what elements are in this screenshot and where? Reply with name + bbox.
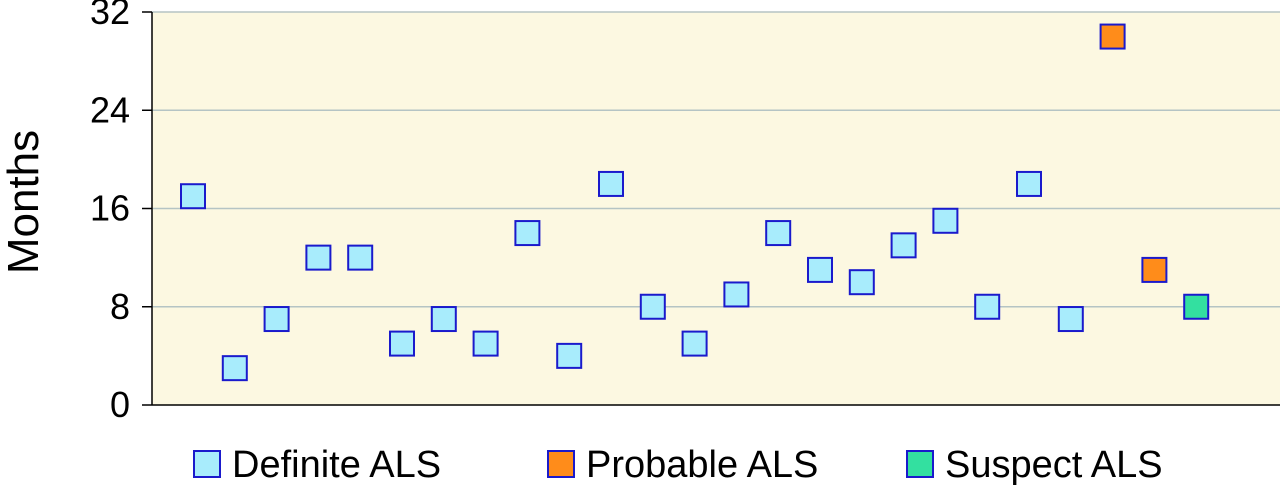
y-axis-title: Months	[0, 130, 48, 274]
data-point-series-2	[1141, 256, 1168, 283]
data-point-series-1	[472, 330, 499, 357]
data-point-series-1	[1057, 306, 1084, 333]
data-point-series-1	[556, 342, 583, 369]
data-point-series-1	[263, 306, 290, 333]
legend-label: Suspect ALS	[945, 444, 1163, 486]
gridlines	[152, 11, 1280, 308]
legend-swatch	[193, 450, 221, 478]
data-point-series-1	[389, 330, 415, 357]
data-point-series-1	[848, 269, 875, 296]
legend-swatch	[547, 450, 575, 478]
data-point-series-1	[347, 244, 374, 271]
data-point-series-1	[1016, 170, 1042, 197]
data-point-series-1	[430, 306, 457, 333]
data-point-series-2	[1099, 23, 1126, 50]
y-axis: 0 8 16 24 32	[90, 0, 1280, 425]
data-point-series-1	[807, 256, 833, 283]
legend-swatch	[906, 450, 934, 478]
data-point-series-1	[723, 281, 750, 308]
data-point-series-1	[765, 220, 792, 247]
y-tick-label: 0	[110, 384, 130, 425]
y-tick-label: 32	[90, 0, 130, 32]
data-points	[180, 23, 1210, 382]
y-tick-label: 16	[90, 188, 130, 229]
data-point-series-1	[598, 170, 624, 197]
data-point-series-1	[974, 293, 1001, 320]
data-point-series-1	[639, 293, 666, 320]
legend-label: Definite ALS	[232, 444, 441, 486]
legend-item: Probable ALS	[547, 444, 818, 486]
legend-label: Probable ALS	[586, 444, 818, 486]
legend-item: Suspect ALS	[906, 444, 1163, 486]
legend: Definite ALS Probable ALS Suspect ALS	[193, 444, 1163, 486]
y-tick-label: 24	[90, 89, 130, 130]
data-point-series-1	[890, 232, 917, 259]
data-point-series-1	[681, 330, 708, 357]
data-point-series-1	[514, 220, 541, 247]
data-point-series-1	[932, 207, 959, 234]
data-point-series-1	[180, 183, 206, 210]
data-point-series-1	[221, 355, 248, 382]
legend-item: Definite ALS	[193, 444, 441, 486]
data-point-series-1	[305, 244, 332, 271]
data-point-series-3	[1183, 293, 1210, 320]
y-tick-label: 8	[110, 286, 130, 327]
